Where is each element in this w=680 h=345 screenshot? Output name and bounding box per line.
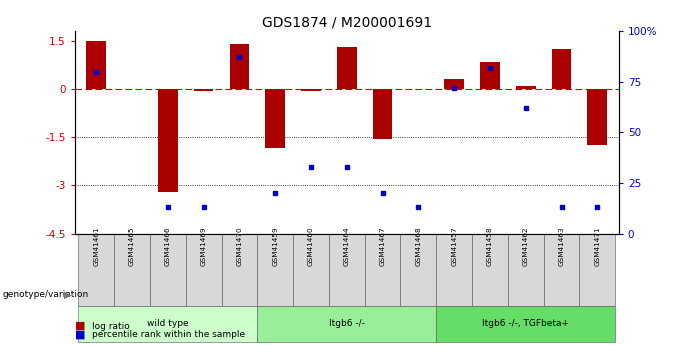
Text: GSM41464: GSM41464 <box>344 226 350 266</box>
Bar <box>78 234 114 306</box>
Text: GSM41459: GSM41459 <box>272 226 278 266</box>
Text: GSM41466: GSM41466 <box>165 226 171 266</box>
Bar <box>329 234 364 306</box>
Text: GSM41465: GSM41465 <box>129 226 135 266</box>
Text: ■: ■ <box>75 330 85 339</box>
Bar <box>516 86 536 89</box>
Bar <box>373 89 392 139</box>
Bar <box>230 44 250 89</box>
Text: ▶: ▶ <box>64 290 71 300</box>
Text: GSM41462: GSM41462 <box>523 226 529 266</box>
Bar <box>186 234 222 306</box>
Bar <box>579 234 615 306</box>
Bar <box>257 306 437 342</box>
Text: GSM41463: GSM41463 <box>558 226 564 266</box>
Bar <box>364 234 401 306</box>
Bar <box>222 234 257 306</box>
Text: percentile rank within the sample: percentile rank within the sample <box>92 330 245 339</box>
Text: GSM41461: GSM41461 <box>93 226 99 266</box>
Bar <box>437 306 615 342</box>
Text: wild type: wild type <box>147 319 188 328</box>
Text: GSM41468: GSM41468 <box>415 226 422 266</box>
Text: ■: ■ <box>75 321 85 331</box>
Bar <box>257 234 293 306</box>
Text: log ratio: log ratio <box>92 322 130 331</box>
Bar <box>337 47 356 89</box>
Bar <box>86 41 106 89</box>
Bar <box>401 234 437 306</box>
Text: genotype/variation: genotype/variation <box>3 290 89 299</box>
Bar <box>194 89 214 90</box>
Bar <box>508 234 543 306</box>
Text: GSM41470: GSM41470 <box>237 226 243 266</box>
Bar <box>480 62 500 89</box>
Bar <box>588 89 607 145</box>
Text: GSM41471: GSM41471 <box>594 226 600 266</box>
Bar <box>437 234 472 306</box>
Text: Itgb6 -/-: Itgb6 -/- <box>329 319 364 328</box>
Bar <box>114 234 150 306</box>
Bar <box>265 89 285 148</box>
Text: GSM41457: GSM41457 <box>451 226 457 266</box>
Bar <box>293 234 329 306</box>
Text: GSM41469: GSM41469 <box>201 226 207 266</box>
Text: Itgb6 -/-, TGFbeta+: Itgb6 -/-, TGFbeta+ <box>482 319 569 328</box>
Bar <box>301 89 321 90</box>
Bar <box>158 89 177 192</box>
Bar <box>543 234 579 306</box>
Bar <box>551 49 571 89</box>
Text: GSM41467: GSM41467 <box>379 226 386 266</box>
Bar <box>78 306 257 342</box>
Bar <box>444 79 464 89</box>
Text: GSM41460: GSM41460 <box>308 226 314 266</box>
Bar <box>472 234 508 306</box>
Title: GDS1874 / M200001691: GDS1874 / M200001691 <box>262 16 432 30</box>
Bar <box>150 234 186 306</box>
Text: GSM41458: GSM41458 <box>487 226 493 266</box>
